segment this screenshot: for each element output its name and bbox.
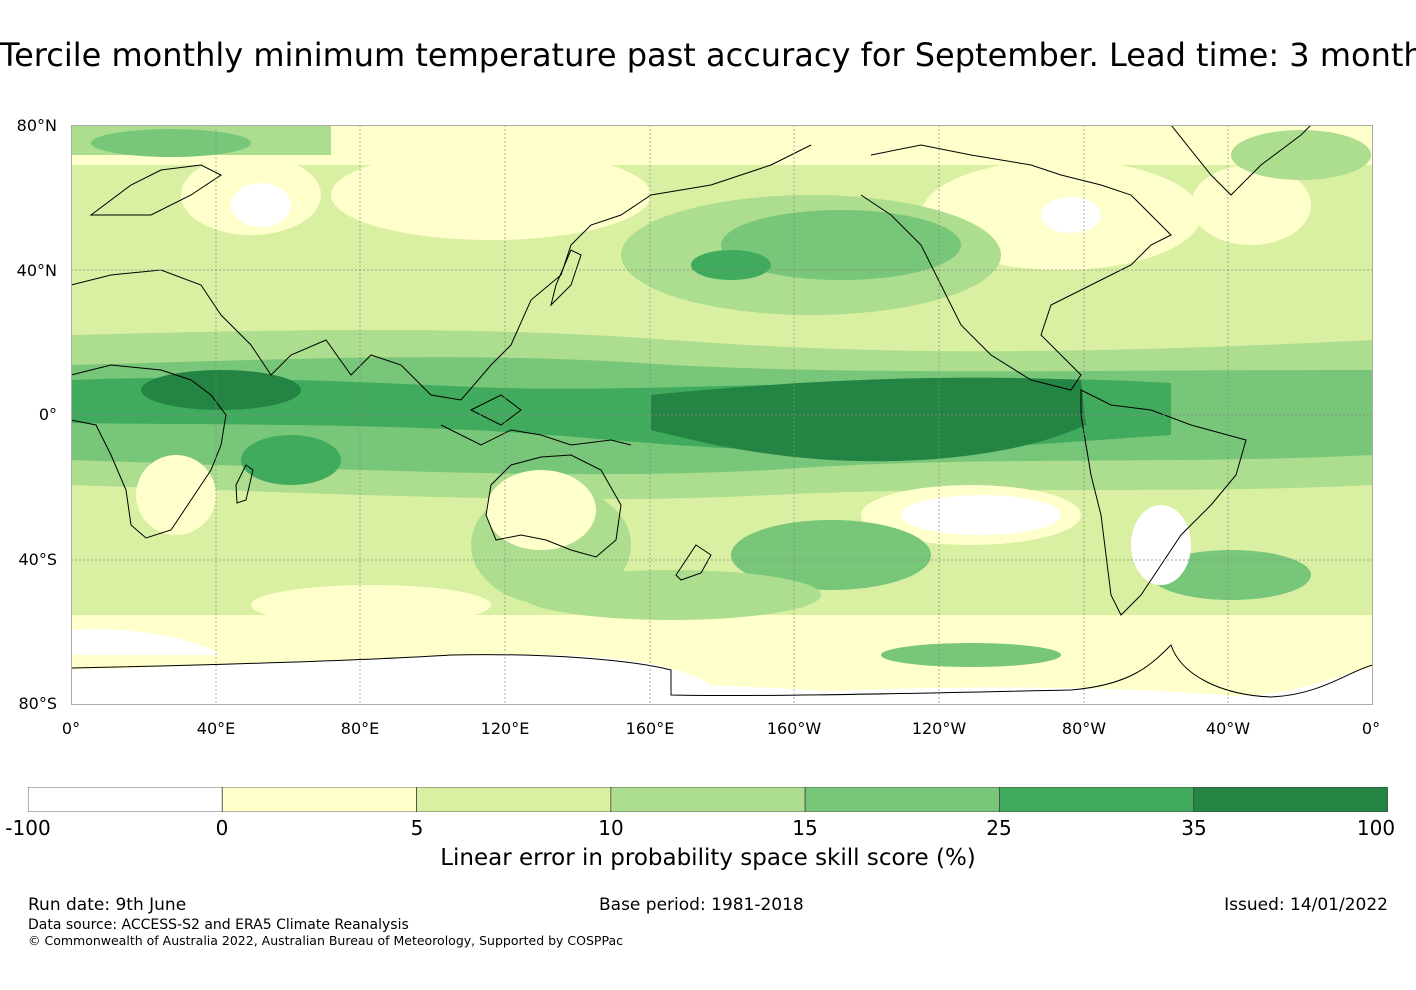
lat-label-40n: 40°N <box>16 261 57 280</box>
lon-label-80e: 80°E <box>340 719 380 738</box>
lon-label-0: 0° <box>61 719 81 738</box>
colorbar-tick-35: 35 <box>1181 816 1207 840</box>
lat-label-80n: 80°N <box>16 116 57 135</box>
colorbar <box>27 786 1389 813</box>
run-date: Run date: 9th June <box>28 895 187 915</box>
lat-label-80s: 80°S <box>18 694 57 713</box>
colorbar-swatch <box>416 786 612 813</box>
lat-label-0: 0° <box>38 405 57 424</box>
issued-date: Issued: 14/01/2022 <box>1224 895 1388 915</box>
lon-label-40w: 40°W <box>1205 719 1251 738</box>
colorbar-swatch <box>804 786 1000 813</box>
lon-label-0-right: 0° <box>1361 719 1381 738</box>
lon-label-80w: 80°W <box>1061 719 1107 738</box>
copyright: © Commonwealth of Australia 2022, Austra… <box>28 933 623 948</box>
colorbar-tick-neg100: -100 <box>5 816 51 840</box>
map-title: Tercile monthly minimum temperature past… <box>0 36 1416 74</box>
colorbar-label: Linear error in probability space skill … <box>440 845 976 871</box>
colorbar-tick-0: 0 <box>215 816 229 840</box>
colorbar-swatches <box>27 786 1389 813</box>
lon-label-120e: 120°E <box>480 719 530 738</box>
colorbar-tick-100: 100 <box>1356 816 1396 840</box>
colorbar-tick-5: 5 <box>410 816 424 840</box>
colorbar-swatch <box>999 786 1195 813</box>
colorbar-tick-10: 10 <box>598 816 624 840</box>
skill-map <box>71 125 1373 705</box>
colorbar-swatch <box>221 786 417 813</box>
colorbar-tick-15: 15 <box>792 816 818 840</box>
lat-label-40s: 40°S <box>18 550 57 569</box>
base-period: Base period: 1981-2018 <box>599 895 804 915</box>
lon-label-120w: 120°W <box>911 719 967 738</box>
lon-label-160e: 160°E <box>625 719 675 738</box>
colorbar-swatch <box>1193 786 1389 813</box>
lon-label-40e: 40°E <box>196 719 236 738</box>
colorbar-tick-25: 25 <box>986 816 1012 840</box>
data-source: Data source: ACCESS-S2 and ERA5 Climate … <box>28 917 409 933</box>
lon-label-160w: 160°W <box>766 719 822 738</box>
colorbar-swatch <box>610 786 806 813</box>
colorbar-swatch <box>27 786 223 813</box>
